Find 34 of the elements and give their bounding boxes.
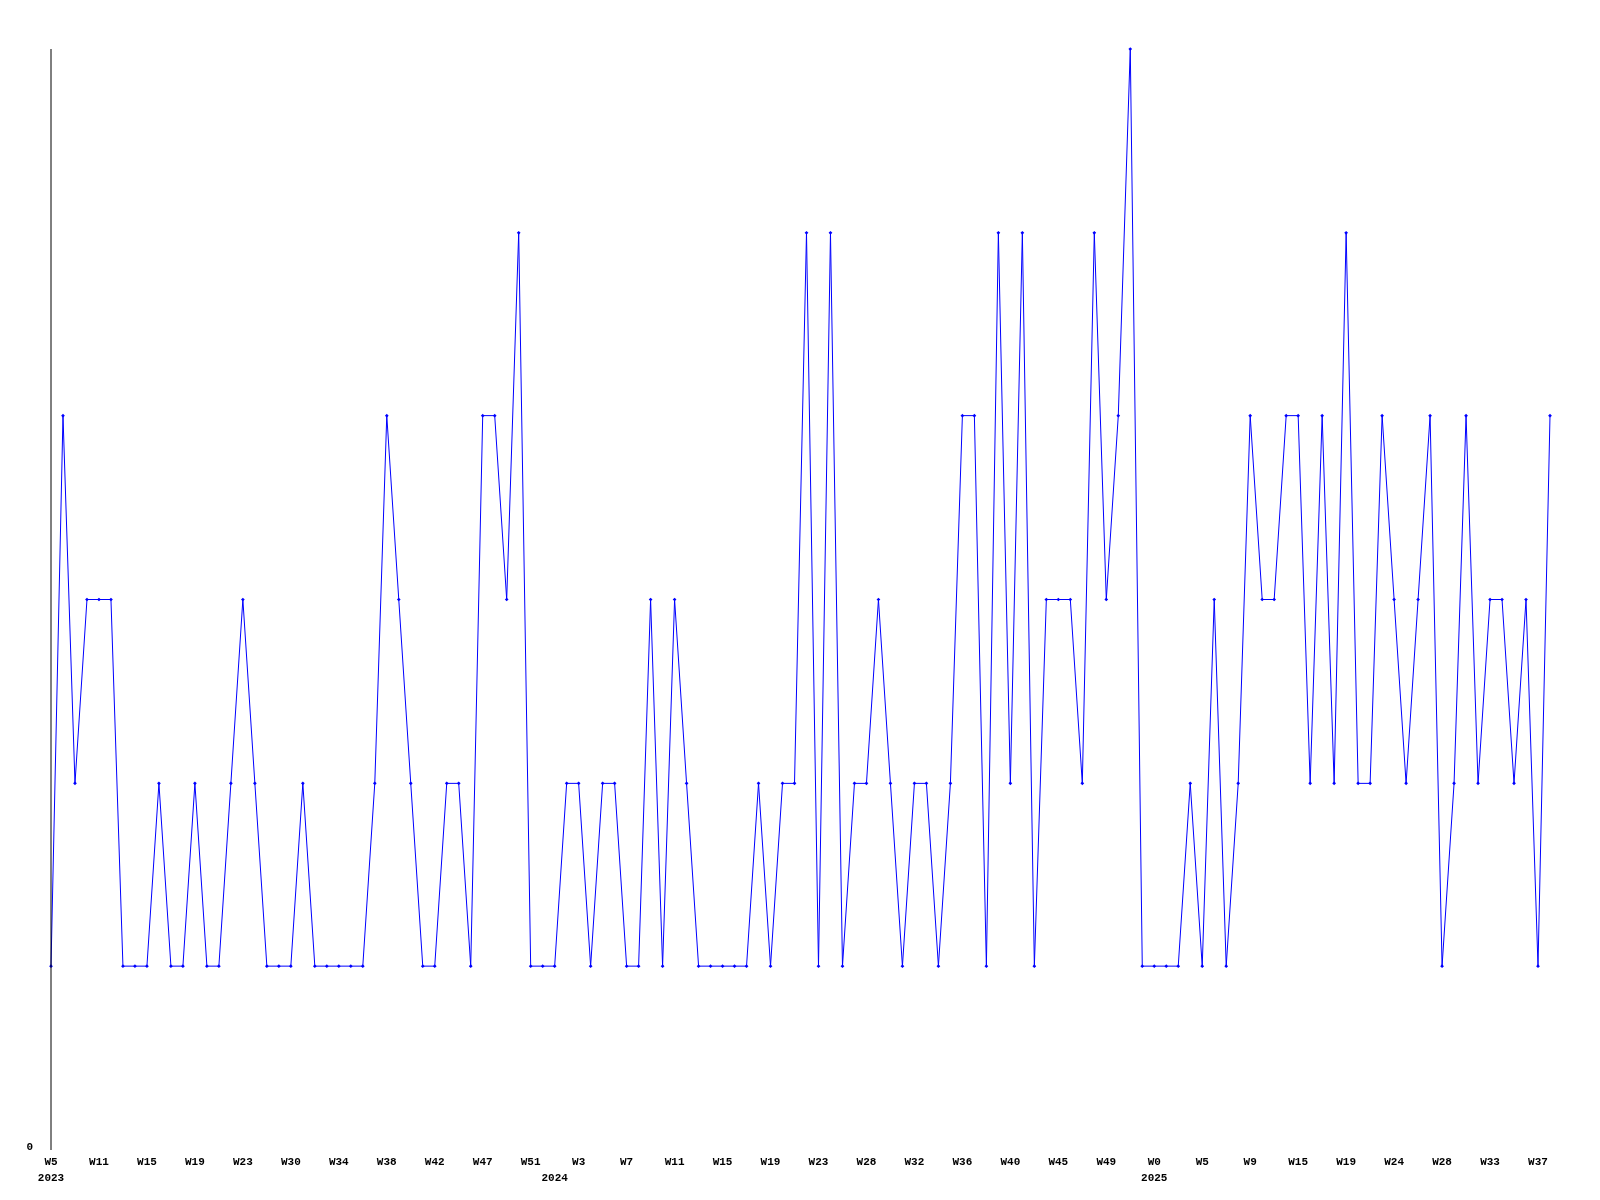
x-tick-label: W3 xyxy=(572,1156,586,1168)
x-tick-label: W19 xyxy=(1336,1156,1357,1168)
x-tick-label: W7 xyxy=(620,1156,634,1168)
x-tick-label: W11 xyxy=(664,1156,685,1168)
x-tick-label: W28 xyxy=(856,1156,877,1168)
x-tick-label: W28 xyxy=(1432,1156,1453,1168)
x-tick-label: W19 xyxy=(185,1156,205,1168)
x-tick-label: W37 xyxy=(1528,1156,1548,1168)
x-tick-label: W23 xyxy=(808,1156,829,1168)
x-tick-label: W33 xyxy=(1480,1156,1501,1168)
x-tick-label: W19 xyxy=(760,1156,781,1168)
x-tick-label: W42 xyxy=(424,1156,445,1168)
x-tick-label: W23 xyxy=(232,1156,254,1168)
x-tick-label: W49 xyxy=(1096,1156,1117,1168)
x-tick-label: W15 xyxy=(712,1156,733,1168)
x-tick-label: W24 xyxy=(1384,1156,1405,1168)
x-tick-label: W5 xyxy=(1195,1156,1210,1168)
x-tick-label: W47 xyxy=(472,1156,493,1168)
x-tick-label: W11 xyxy=(89,1156,110,1168)
x-tick-label: W5 2023 xyxy=(37,1156,65,1184)
x-tick-label: W15 xyxy=(137,1156,158,1168)
x-tick-label: W38 xyxy=(376,1156,398,1168)
x-tick-label: W36 xyxy=(952,1156,973,1168)
x-tick-label: W30 xyxy=(280,1156,301,1168)
x-tick-label: W51 xyxy=(520,1156,541,1168)
x-tick-label: W40 xyxy=(1000,1156,1021,1168)
x-tick-label: W15 xyxy=(1288,1156,1309,1168)
x-tick-label: W32 xyxy=(904,1156,925,1168)
x-tick-label: 2024 xyxy=(541,1172,569,1184)
x-tick-label: W9 xyxy=(1243,1156,1257,1168)
text: 0 xyxy=(26,1141,33,1153)
x-tick-label: W34 xyxy=(328,1156,350,1168)
x-tick-label: W45 xyxy=(1048,1156,1069,1168)
x-tick-label: W0 2025 xyxy=(1141,1156,1168,1184)
